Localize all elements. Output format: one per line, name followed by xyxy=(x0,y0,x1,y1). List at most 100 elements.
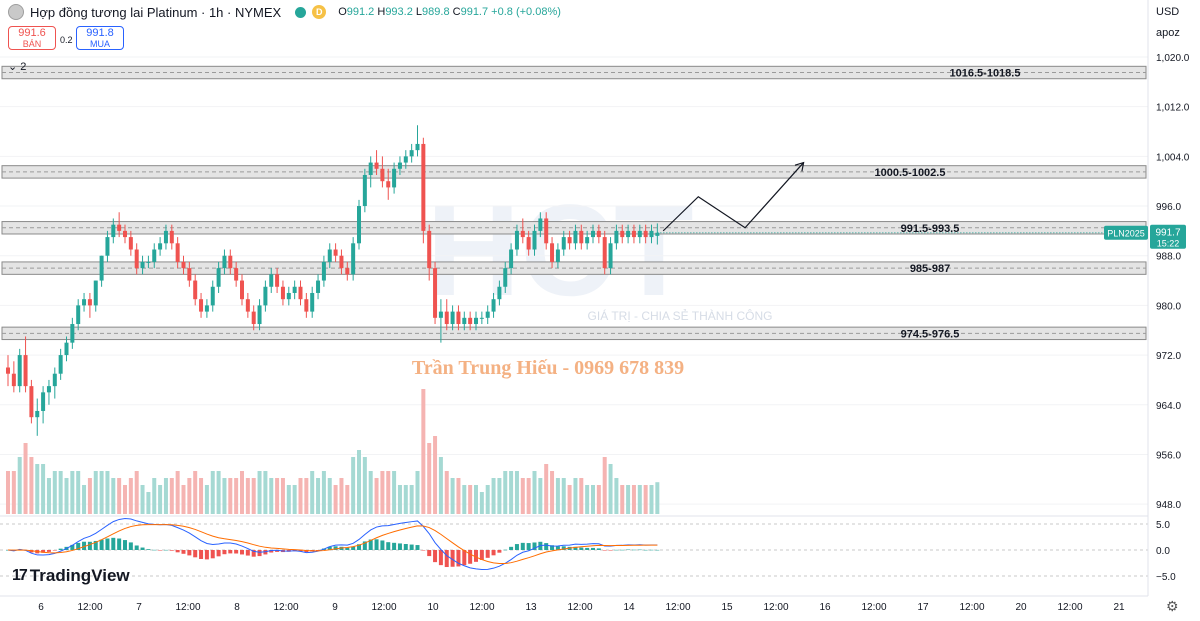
volume-bar xyxy=(479,492,484,514)
volume-bar xyxy=(316,478,321,514)
volume-bar xyxy=(286,485,291,514)
candle-body xyxy=(193,280,198,300)
volume-bar xyxy=(351,457,356,514)
macd-tick-label: −5.0 xyxy=(1156,572,1176,583)
candle-body xyxy=(310,292,315,312)
volume-bar xyxy=(631,485,636,514)
candle-body xyxy=(298,286,303,300)
candle-body xyxy=(275,274,280,287)
sell-button[interactable]: 991.6 BÁN xyxy=(8,26,56,50)
delayed-badge: D xyxy=(312,5,327,19)
candle-body xyxy=(462,317,467,325)
time-tick-label: 10 xyxy=(427,602,439,613)
volume-bar xyxy=(105,471,110,514)
symbol-title[interactable]: Hợp đồng tương lai Platinum · 1h · NYMEX xyxy=(30,4,282,20)
volume-bar xyxy=(579,478,584,514)
macd-histogram-bar xyxy=(117,538,122,550)
tradingview-icon: 17 xyxy=(12,567,28,584)
volume-bar xyxy=(163,478,168,514)
volume-bar xyxy=(585,485,590,514)
time-tick-label: 12:00 xyxy=(567,602,592,613)
price-tick-label: 956.0 xyxy=(1156,450,1181,461)
volume-bar xyxy=(111,478,116,514)
candle-body xyxy=(111,224,116,238)
volume-bar xyxy=(257,471,262,514)
macd-histogram-bar xyxy=(503,549,508,551)
candle-body xyxy=(526,237,531,250)
macd-tick-label: 0.0 xyxy=(1156,546,1170,557)
macd-histogram-bar xyxy=(655,549,660,551)
macd-histogram-bar xyxy=(386,542,391,550)
volume-bar xyxy=(222,478,227,514)
gear-icon[interactable]: ⚙ xyxy=(1166,598,1179,614)
volume-bar xyxy=(234,478,239,514)
volume-bar xyxy=(193,471,198,514)
volume-bar xyxy=(11,471,16,514)
time-tick-label: 12:00 xyxy=(959,602,984,613)
volume-bar xyxy=(415,471,420,514)
tradingview-logo[interactable]: 17 TradingView xyxy=(12,566,130,585)
candle-body xyxy=(532,230,537,250)
macd-histogram-bar xyxy=(93,540,98,550)
volume-bar xyxy=(41,464,46,514)
macd-histogram-bar xyxy=(193,550,198,558)
candle-body xyxy=(555,249,560,262)
macd-histogram-bar xyxy=(550,545,555,550)
volume-bar xyxy=(433,436,438,514)
volume-bar xyxy=(339,478,344,514)
buy-button[interactable]: 991.8 MUA xyxy=(76,26,124,50)
scale-mode[interactable]: apoz xyxy=(1156,27,1180,39)
volume-bar xyxy=(620,485,625,514)
macd-histogram-bar xyxy=(134,545,139,550)
volume-bar xyxy=(567,485,572,514)
candle-body xyxy=(23,355,28,387)
volume-bar xyxy=(503,471,508,514)
macd-histogram-bar xyxy=(520,542,525,550)
candle-body xyxy=(520,230,525,238)
price-tick-label: 1,012.0 xyxy=(1156,103,1190,114)
volume-bar xyxy=(87,478,92,514)
candle-body xyxy=(76,305,81,325)
candle-body xyxy=(474,317,478,325)
volume-bar xyxy=(374,478,379,514)
volume-bar xyxy=(298,478,303,514)
volume-bar xyxy=(99,471,104,514)
candle-body xyxy=(415,143,420,151)
volume-bar xyxy=(532,471,537,514)
watermark-tagline: GIÁ TRỊ - CHIA SẺ THÀNH CÔNG xyxy=(588,308,773,323)
candle-body xyxy=(228,255,233,269)
candle-body xyxy=(146,261,151,263)
volume-bar xyxy=(64,478,69,514)
volume-bar xyxy=(310,471,315,514)
candle-body xyxy=(614,230,619,244)
candle-body xyxy=(333,249,338,256)
candle-body xyxy=(421,143,426,231)
macd-histogram-bar xyxy=(368,539,373,550)
time-tick-label: 8 xyxy=(234,602,240,613)
indicators-toggle[interactable]: ⌄ 2 xyxy=(8,61,27,73)
volume-bar xyxy=(450,478,455,514)
volume-bar xyxy=(561,478,566,514)
currency-selector[interactable]: USD xyxy=(1156,6,1180,18)
macd-histogram-bar xyxy=(251,550,256,557)
symbol-icon[interactable] xyxy=(8,4,24,20)
volume-bar xyxy=(128,478,133,514)
price-tick-label: 948.0 xyxy=(1156,500,1181,511)
macd-histogram-bar xyxy=(58,548,63,550)
candle-body xyxy=(105,237,110,256)
volume-bar xyxy=(497,478,502,514)
volume-bar xyxy=(6,471,10,514)
macd-histogram-bar xyxy=(123,540,127,550)
macd-histogram-bar xyxy=(585,547,590,550)
candle-body xyxy=(245,299,250,312)
volume-bar xyxy=(386,471,391,514)
volume-bar xyxy=(134,471,139,514)
macd-histogram-bar xyxy=(240,550,244,555)
ohlc-values: O991.2 H993.2 L989.8 C991.7 +0.8 (+0.08%… xyxy=(338,6,561,18)
volume-bar xyxy=(573,478,578,514)
zone-label: 974.5-976.5 xyxy=(901,328,960,340)
macd-histogram-bar xyxy=(637,549,642,551)
candle-body xyxy=(321,261,326,281)
candle-body xyxy=(643,230,648,238)
